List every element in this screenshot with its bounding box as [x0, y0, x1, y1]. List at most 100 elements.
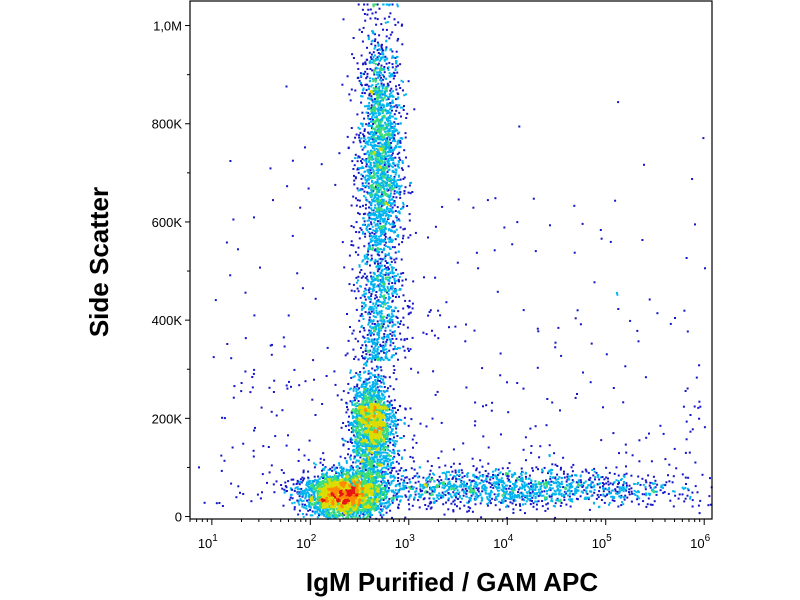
data-point [373, 197, 375, 200]
data-point [385, 46, 388, 49]
data-point [367, 87, 370, 90]
data-point [378, 212, 381, 214]
data-point [321, 463, 324, 466]
data-point [385, 266, 388, 269]
data-point [380, 23, 383, 26]
data-point [380, 399, 383, 401]
data-point [398, 179, 400, 181]
data-point [409, 234, 412, 237]
data-point [389, 117, 391, 119]
data-point [374, 44, 377, 47]
data-point [370, 131, 373, 134]
data-point [391, 182, 394, 185]
data-point [396, 5, 399, 8]
data-point [374, 382, 377, 385]
data-point [384, 157, 387, 160]
data-point [358, 394, 361, 397]
data-point [392, 220, 395, 223]
data-point [380, 434, 383, 436]
data-point [391, 516, 393, 519]
data-point [361, 8, 364, 11]
data-point [376, 49, 379, 52]
data-point [388, 72, 391, 75]
data-point [360, 313, 363, 315]
data-point [386, 119, 389, 122]
data-point [379, 53, 382, 56]
data-point [380, 120, 383, 123]
data-point [377, 262, 380, 265]
data-point [360, 122, 362, 125]
data-point [384, 87, 387, 90]
data-point [388, 246, 391, 249]
data-point [386, 137, 389, 140]
data-point [392, 372, 395, 374]
data-point [364, 138, 367, 141]
data-point [378, 239, 381, 242]
data-point [335, 507, 338, 510]
data-point [322, 492, 325, 495]
data-point [359, 227, 362, 230]
data-point [388, 128, 391, 131]
data-point [376, 241, 379, 244]
data-point [380, 205, 383, 208]
data-point [345, 470, 348, 472]
data-point [390, 189, 393, 191]
data-point [393, 134, 396, 137]
data-point [377, 168, 380, 171]
data-point [390, 185, 393, 188]
data-point [361, 385, 364, 388]
data-point [388, 176, 391, 179]
data-point [372, 188, 375, 191]
data-point [372, 209, 375, 212]
data-point [382, 151, 385, 154]
data-point [365, 77, 368, 80]
data-point [366, 68, 369, 70]
data-point [321, 510, 324, 513]
data-point [380, 69, 382, 71]
data-point [375, 185, 377, 188]
data-point [359, 81, 362, 84]
data-point [357, 68, 360, 70]
data-point [366, 174, 369, 177]
data-point [383, 136, 386, 139]
data-point [391, 222, 394, 225]
data-point [400, 184, 403, 187]
data-point [380, 181, 383, 184]
data-point [361, 419, 364, 422]
data-point [387, 261, 390, 264]
data-point [374, 106, 376, 109]
data-point [371, 244, 374, 247]
data-point [376, 73, 378, 76]
data-point [325, 515, 328, 518]
data-point [367, 114, 370, 117]
data-point [362, 486, 365, 489]
data-point [341, 83, 344, 86]
data-point [387, 98, 390, 101]
data-point [372, 5, 375, 8]
data-point [392, 161, 395, 164]
data-point [377, 189, 380, 192]
data-point [376, 18, 379, 21]
data-point [355, 387, 358, 390]
data-point [384, 184, 387, 187]
data-point [375, 234, 378, 237]
data-point [383, 59, 386, 62]
data-point [373, 393, 375, 396]
data-point [386, 179, 389, 182]
data-point [391, 149, 394, 151]
data-point [371, 144, 374, 147]
data-point [356, 409, 359, 412]
data-point [379, 243, 382, 246]
data-point [385, 429, 388, 432]
data-point [362, 513, 365, 516]
data-point [377, 157, 380, 160]
data-point [388, 37, 391, 40]
data-point [364, 391, 367, 394]
data-point [395, 275, 397, 277]
data-point [370, 403, 373, 405]
data-point [361, 401, 364, 404]
data-point [397, 145, 400, 148]
data-point [399, 106, 402, 109]
data-point [376, 158, 379, 161]
data-point [319, 461, 322, 464]
